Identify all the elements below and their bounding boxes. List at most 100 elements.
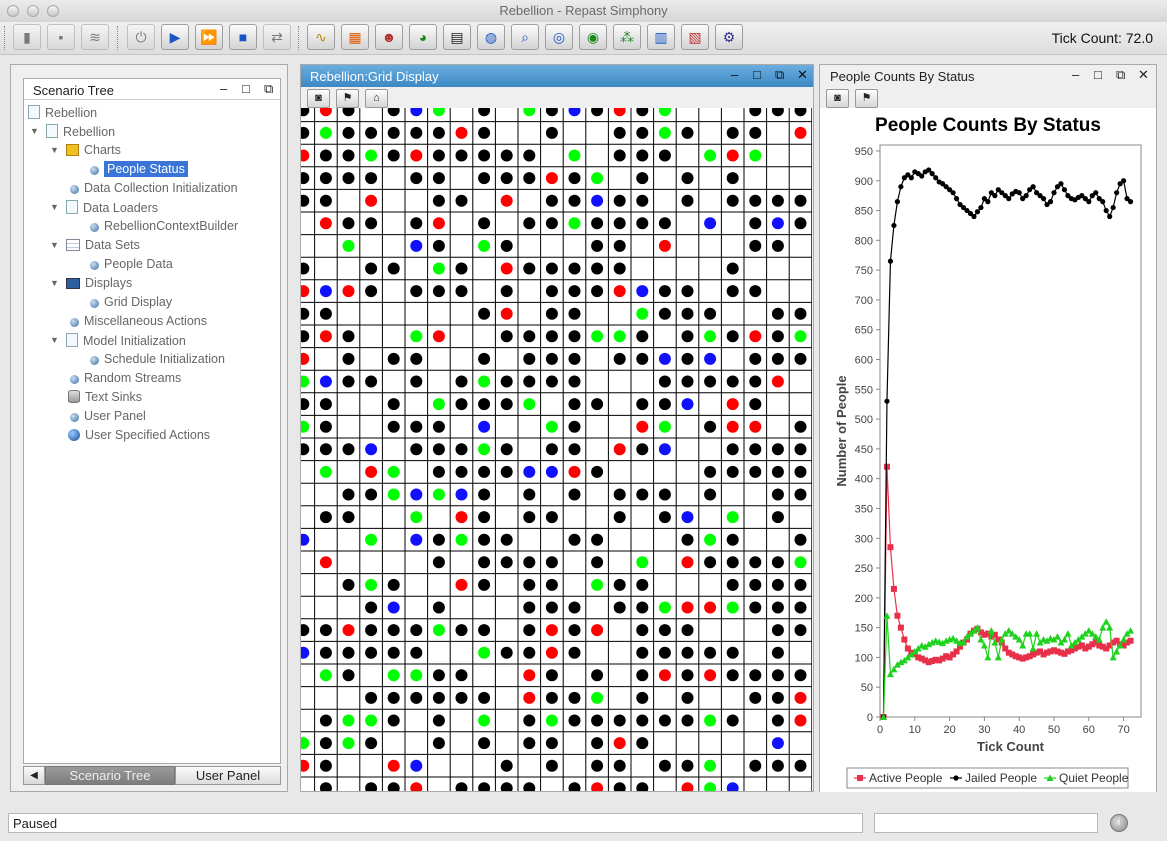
jailed-agent xyxy=(455,465,468,478)
jailed-agent xyxy=(681,307,694,320)
tab-scroll-left-button[interactable]: ◀ xyxy=(23,766,45,785)
minimize-panel-button[interactable]: ‒ xyxy=(1072,67,1080,82)
y-tick-label: 100 xyxy=(855,652,873,664)
data-point-active xyxy=(901,636,908,643)
database-button[interactable]: ≋ xyxy=(81,24,109,50)
network-tool-button[interactable]: ◎ xyxy=(545,24,573,50)
terminal-tool-button[interactable]: ◉ xyxy=(579,24,607,50)
agents-tool-button[interactable]: ☻ xyxy=(375,24,403,50)
cluster-tool-button[interactable]: ⁂ xyxy=(613,24,641,50)
jailed-agent xyxy=(658,285,671,298)
open-scenario-button[interactable]: ▮ xyxy=(13,24,41,50)
jailed-agent xyxy=(636,624,649,637)
quiet-agent xyxy=(365,149,378,162)
minimize-window-button[interactable] xyxy=(27,5,39,17)
tree-item-root[interactable]: Rebellion xyxy=(28,105,97,123)
collapse-triangle-icon[interactable]: ▼ xyxy=(50,240,59,250)
tree-item-displays[interactable]: Displays xyxy=(66,276,132,294)
agent-grid[interactable] xyxy=(301,108,812,791)
cop-agent xyxy=(681,398,694,411)
legend-marker xyxy=(953,775,959,781)
home-view-button[interactable]: ⌂ xyxy=(365,89,388,108)
jailed-agent xyxy=(681,375,694,388)
minimize-panel-button[interactable]: ‒ xyxy=(731,67,739,82)
info-icon[interactable]: i xyxy=(1110,814,1128,832)
calculator-tool-button[interactable]: ▤ xyxy=(443,24,471,50)
initialize-button[interactable]: ⏻ xyxy=(127,24,155,50)
data-point-jailed xyxy=(1040,196,1047,202)
y-tick-label: 50 xyxy=(861,682,873,694)
maximize-panel-button[interactable]: □ xyxy=(242,81,250,96)
collapse-triangle-icon[interactable]: ▼ xyxy=(30,126,39,136)
web-tool-button[interactable]: ◍ xyxy=(477,24,505,50)
dashboard-tool-button[interactable]: ▥ xyxy=(647,24,675,50)
tab-scenario-tree[interactable]: Scenario Tree xyxy=(45,766,175,785)
tree-item-data-sets[interactable]: Data Sets xyxy=(66,238,140,256)
jailed-agent xyxy=(613,511,626,524)
pie-tool-button[interactable]: ◕ xyxy=(409,24,437,50)
jailed-agent xyxy=(749,465,762,478)
close-window-button[interactable] xyxy=(7,5,19,17)
collapse-triangle-icon[interactable]: ▼ xyxy=(50,202,59,212)
tree-item-text-sinks[interactable]: Text Sinks xyxy=(68,390,142,408)
jailed-agent xyxy=(681,714,694,727)
jailed-agent xyxy=(301,172,310,185)
collapse-triangle-icon[interactable]: ▼ xyxy=(50,278,59,288)
properties-button[interactable]: ⚑ xyxy=(855,89,878,108)
jailed-agent xyxy=(545,217,558,230)
collapse-triangle-icon[interactable]: ▼ xyxy=(50,335,59,345)
quiet-agent xyxy=(342,714,355,727)
jailed-agent xyxy=(771,352,784,365)
data-point-jailed xyxy=(1114,190,1120,196)
data-point-quiet xyxy=(1057,639,1065,646)
active-agent xyxy=(658,239,671,252)
reset-button[interactable]: ⇄ xyxy=(263,24,291,50)
stop-button[interactable]: ■ xyxy=(229,24,257,50)
jailed-agent xyxy=(794,465,807,478)
tree-item-schedule-init[interactable]: Schedule Initialization xyxy=(90,352,225,370)
tree-item-random-streams[interactable]: Random Streams xyxy=(70,371,181,389)
tab-user-panel[interactable]: User Panel xyxy=(175,766,281,785)
step-button[interactable]: ⏩ xyxy=(195,24,223,50)
tree-item-grid-display[interactable]: Grid Display xyxy=(90,295,172,313)
save-scenario-button[interactable]: ▪ xyxy=(47,24,75,50)
tree-item-data-collection-init[interactable]: Data Collection Initialization xyxy=(70,181,238,199)
legend-label: Quiet People xyxy=(1059,771,1129,785)
close-panel-button[interactable]: ✕ xyxy=(1138,67,1149,82)
tree-item-people-data[interactable]: People Data xyxy=(90,257,173,275)
jailed-agent xyxy=(432,691,445,704)
data-point-active xyxy=(991,631,998,638)
tree-item-data-loaders[interactable]: Data Loaders xyxy=(66,200,158,218)
tree-item-people-status[interactable]: People Status xyxy=(90,161,188,180)
tree-item-user-actions[interactable]: User Specified Actions xyxy=(68,428,210,446)
float-panel-button[interactable]: ⧉ xyxy=(1116,67,1126,82)
tree-item-misc-actions[interactable]: Miscellaneous Actions xyxy=(70,314,207,332)
tree-item-charts[interactable]: Charts xyxy=(66,143,121,161)
close-panel-button[interactable]: ✕ xyxy=(797,67,808,82)
spreadsheet-tool-button[interactable]: ∿ xyxy=(307,24,335,50)
minimize-panel-button[interactable]: ‒ xyxy=(220,81,228,96)
y-tick-label: 850 xyxy=(855,206,873,218)
palette-tool-button[interactable]: ▦ xyxy=(341,24,369,50)
snapshot-button[interactable]: ◙ xyxy=(307,89,330,108)
jailed-agent xyxy=(432,172,445,185)
float-panel-button[interactable]: ⧉ xyxy=(264,81,274,96)
data-point-jailed xyxy=(981,196,987,202)
tree-item-user-panel[interactable]: User Panel xyxy=(70,409,146,427)
maximize-panel-button[interactable]: □ xyxy=(753,67,761,82)
search-tool-button[interactable]: ⌕ xyxy=(511,24,539,50)
batch-tool-button[interactable]: ⚙ xyxy=(715,24,743,50)
jailed-agent xyxy=(387,624,400,637)
report-tool-button[interactable]: ▧ xyxy=(681,24,709,50)
float-panel-button[interactable]: ⧉ xyxy=(775,67,785,82)
active-agent xyxy=(301,285,310,298)
maximize-panel-button[interactable]: □ xyxy=(1094,67,1102,82)
tree-item-model-init[interactable]: Model Initialization xyxy=(66,333,186,351)
run-button[interactable]: ▶ xyxy=(161,24,189,50)
tree-item-rebellion[interactable]: Rebellion xyxy=(46,124,115,142)
properties-button[interactable]: ⚑ xyxy=(336,89,359,108)
collapse-triangle-icon[interactable]: ▼ xyxy=(50,145,59,155)
zoom-window-button[interactable] xyxy=(47,5,59,17)
tree-item-context-builder[interactable]: RebellionContextBuilder xyxy=(90,219,238,237)
snapshot-button[interactable]: ◙ xyxy=(826,89,849,108)
